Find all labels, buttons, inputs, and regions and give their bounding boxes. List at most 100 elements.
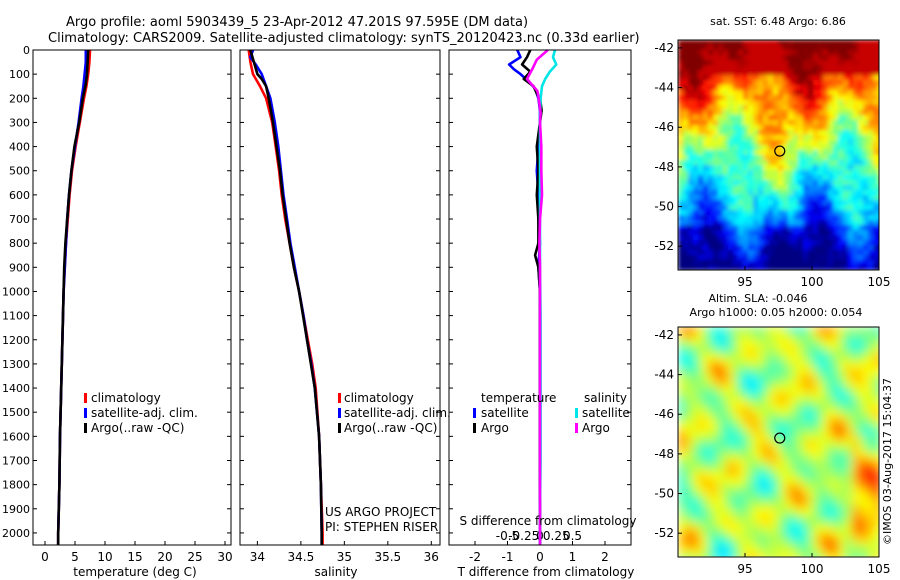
legend-label-argo: Argo(..raw -QC)	[344, 421, 437, 435]
salinity-legend: climatology satellite-adj. clim. Argo(..…	[338, 391, 451, 435]
salinity-xlabel: salinity	[314, 565, 357, 579]
legend-label-sal-argo: Argo	[582, 421, 610, 435]
top-x-tick-label: -0.25	[508, 529, 539, 543]
y-tick-label: 600	[9, 189, 30, 202]
temperature-xticks: 0 5 10 15 20 25 30	[41, 541, 233, 564]
legend-swatch-argo	[338, 423, 341, 433]
temperature-legend: climatology satellite-adj. clim. Argo(..…	[84, 391, 198, 435]
legend-swatch-temp-argo	[473, 423, 476, 433]
x-tick-label: 35.5	[374, 550, 401, 564]
x-tick-label: 25	[187, 550, 202, 564]
sla-map-frame	[677, 326, 880, 558]
legend-swatch-satellite	[84, 408, 87, 418]
sst-field	[678, 40, 879, 270]
x-tick-label: 0	[536, 550, 544, 564]
temperature-lines	[56, 49, 92, 545]
y-tick-label: 1600	[2, 430, 30, 443]
x-tick-label: 34	[250, 550, 265, 564]
sst-yticks: -42 -44 -46 -48 -50 -52	[654, 41, 682, 253]
x-tick-label: 105	[868, 275, 891, 289]
y-tick-label: 400	[9, 141, 30, 154]
x-tick-label: 95	[737, 562, 752, 576]
sla-map-panel: Altim. SLA: -0.046 Argo h1000: 0.05 h200…	[654, 292, 894, 576]
x-tick-label: -1	[502, 550, 514, 564]
x-tick-label: 20	[157, 550, 172, 564]
series-line-salinity-satellite	[538, 49, 558, 545]
x-tick-label: 10	[97, 550, 112, 564]
legend-label-argo: Argo(..raw -QC)	[91, 421, 184, 435]
difference-yticks	[449, 49, 631, 534]
project-credit-line1: US ARGO PROJECT	[325, 505, 437, 519]
figure-title-line1: Argo profile: aoml 5903439_5 23-Apr-2012…	[66, 15, 528, 30]
legend-label-satellite: satellite-adj. clim.	[91, 406, 198, 420]
y-tick-label: 700	[9, 213, 30, 226]
x-tick-label: 100	[801, 562, 824, 576]
sla-map-title-line1: Altim. SLA: -0.046	[708, 292, 807, 305]
x-tick-label: 35	[337, 550, 352, 564]
x-tick-label: 30	[217, 550, 232, 564]
difference-top-axis-label: S difference from climatology	[460, 514, 637, 528]
y-tick-label: -44	[654, 368, 674, 382]
sla-field	[678, 327, 879, 557]
salinity-panel: 34 34.5 35 35.5 36 salinity climatology sate…	[239, 49, 451, 579]
y-tick-label: 0	[23, 44, 30, 57]
series-line-climatology	[247, 49, 324, 545]
legend-title-salinity: salinity	[584, 391, 627, 405]
x-tick-label: 34.5	[288, 550, 315, 564]
temperature-axes-frame	[32, 49, 232, 546]
series-line-temperature-satellite	[507, 49, 542, 545]
y-tick-label: 1500	[2, 406, 30, 419]
project-credit-line2: PI: STEPHEN RISER	[325, 520, 438, 534]
y-tick-label: 1000	[2, 285, 30, 298]
x-tick-label: 95	[737, 275, 752, 289]
series-line-salinity-argo	[525, 49, 549, 545]
legend-swatch-argo	[84, 423, 87, 433]
y-tick-label: 1400	[2, 382, 30, 395]
y-tick-label: -50	[654, 487, 674, 501]
difference-xlabel: T difference from climatology	[457, 565, 635, 579]
temperature-panel: 0100200300400500600700800900100011001200…	[2, 44, 233, 579]
y-tick-label: 2000	[2, 527, 30, 540]
difference-xticks: -2 -1 0 1 2	[469, 541, 609, 564]
top-x-tick-label: 0.25	[543, 529, 570, 543]
series-line-argo-raw-qc-	[249, 49, 324, 545]
legend-label-satellite: satellite-adj. clim.	[344, 406, 451, 420]
y-tick-label: 200	[9, 92, 30, 105]
difference-axes-frame	[448, 49, 632, 546]
x-tick-label: 105	[868, 562, 891, 576]
argo-float-marker	[774, 145, 786, 157]
difference-panel: -2 -1 0 1 2 -0.5-0.25 0 0.250.5 T difference f…	[448, 49, 637, 579]
temperature-yticks: 0 100 200 300 400 500 600 700 800 900 1000 1100 1200…	[2, 44, 231, 540]
salinity-lines	[247, 49, 324, 545]
y-tick-label: 1200	[2, 334, 30, 347]
difference-lines	[507, 49, 558, 545]
difference-legend: temperature salinity satellite Argo sate…	[473, 391, 630, 435]
legend-swatch-climatology	[84, 393, 87, 403]
y-tick-label: 100	[9, 68, 30, 81]
series-line-argo-raw-qc-	[56, 49, 90, 545]
legend-label-sal-satellite: satellite	[582, 406, 630, 420]
y-tick-label: 1800	[2, 479, 30, 492]
figure-title-line2: Climatology: CARS2009. Satellite-adjuste…	[48, 31, 640, 46]
x-tick-label: -2	[469, 550, 481, 564]
salinity-axes-frame	[239, 49, 441, 546]
sla-map-title-line2: Argo h1000: 0.05 h2000: 0.054	[690, 306, 863, 319]
y-tick-label: 300	[9, 116, 30, 129]
y-tick-label: -50	[654, 200, 674, 214]
legend-swatch-temp-satellite	[473, 408, 476, 418]
legend-swatch-sal-satellite	[575, 408, 578, 418]
legend-swatch-satellite	[338, 408, 341, 418]
legend-swatch-sal-argo	[575, 423, 578, 433]
x-tick-label: 2	[601, 550, 609, 564]
salinity-xticks: 34 34.5 35 35.5 36	[250, 541, 439, 564]
top-x-tick-label: -0.5	[496, 529, 519, 543]
y-tick-label: 900	[9, 261, 30, 274]
x-tick-label: 0	[41, 550, 49, 564]
y-tick-label: -52	[654, 526, 674, 540]
legend-title-temperature: temperature	[481, 391, 556, 405]
legend-swatch-climatology	[338, 393, 341, 403]
legend-label-climatology: climatology	[344, 391, 414, 405]
y-tick-label: -42	[654, 41, 674, 55]
y-tick-label: -44	[654, 81, 674, 95]
